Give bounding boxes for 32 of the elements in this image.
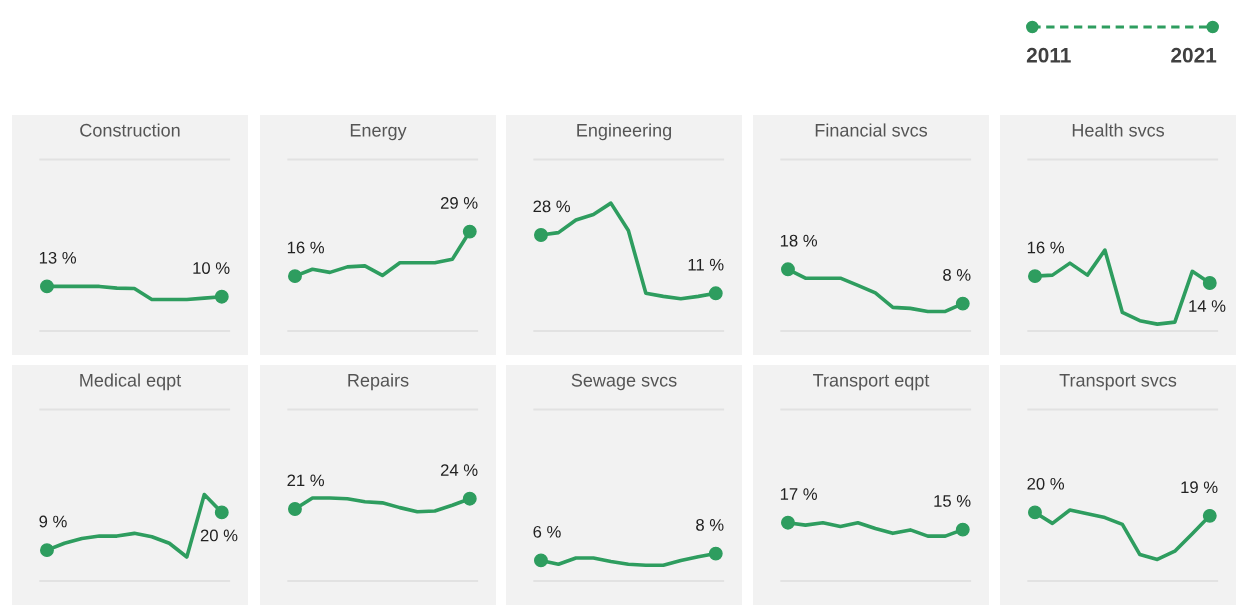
data-label: 8 % [943,269,971,281]
data-label: 28 % [533,200,571,213]
data-label: 10 % [193,262,230,274]
chart-title: Medical eqpt [80,373,182,391]
chart-title: Construction [80,123,180,137]
data-label: 19 % [1181,481,1218,494]
chart-title: Repairs [348,373,409,391]
data-label: 6 % [533,525,561,538]
data-label: 17 % [780,488,818,500]
chart-title: Energy [350,124,407,141]
data-label: 24 % [440,464,478,476]
chart-title: Financial svcs [815,123,928,137]
text: 2011 [1026,47,1071,63]
chart-title: Sewage svcs [571,373,677,391]
data-label: 16 % [1027,241,1065,254]
data-label: 21 % [287,474,325,487]
chart-title: Health svcs [1072,123,1165,137]
chart-title: Engineering [577,123,672,141]
data-label: 15 % [934,495,971,507]
text: 2021 [1171,47,1217,63]
data-label: 11 % [688,258,724,271]
chart-title: Transport svcs [1059,374,1177,391]
chart-title: Transport eqpt [813,374,930,391]
data-label: 18 % [780,234,818,247]
data-label: 16 % [287,241,325,254]
data-label: 9 % [39,515,67,528]
data-label: 13 % [39,251,77,264]
data-label: 20 % [1027,477,1065,490]
data-label: 8 % [696,519,724,531]
data-label: 29 % [440,197,478,209]
data-label: 20 % [200,529,238,542]
data-label: 14 % [1189,300,1226,312]
